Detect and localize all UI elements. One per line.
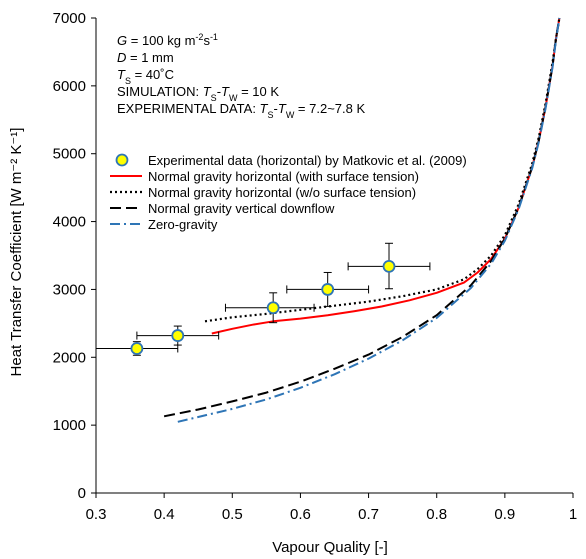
y-tick-label: 5000 [53, 146, 86, 163]
annotation-line: D = 1 mm [117, 50, 174, 65]
annotation-segment: s [203, 33, 210, 48]
x-tick-label: 1 [569, 506, 577, 523]
x-tick-label: 0.7 [358, 506, 379, 523]
x-tick-label: 0.9 [494, 506, 515, 523]
series-line-1 [204, 17, 561, 323]
annotation-segment: W [229, 93, 238, 103]
annotation-segment: T [203, 84, 212, 99]
annotation-segment: T [117, 67, 126, 82]
annotation-segment: = 100 kg m [127, 33, 195, 48]
x-axis: 0.3 0.4 0.5 0.6 0.7 0.8 0.9 1 [86, 492, 577, 523]
experimental-point [130, 342, 144, 355]
annotation-line: EXPERIMENTAL DATA: TS-TW = 7.2~7.8 K [117, 101, 365, 120]
marker-layer [130, 259, 396, 355]
annotation-segment: = 40˚C [131, 67, 174, 82]
annotation-segment: = 10 K [237, 84, 279, 99]
x-tick-label: 0.5 [222, 506, 243, 523]
series-layer [163, 17, 561, 423]
annotation-line: TS = 40˚C [117, 67, 174, 86]
experimental-point [382, 259, 396, 273]
annotation-segment: G [117, 33, 127, 48]
annotation-segment: T [260, 101, 269, 116]
annotation-line: SIMULATION: TS-TW = 10 K [117, 84, 279, 103]
x-tick-label: 0.3 [86, 506, 107, 523]
y-axis-title: Heat Transfer Coefficient [W m⁻² K⁻¹] [8, 128, 25, 377]
annotation-segment: -2 [195, 32, 203, 42]
experimental-point [321, 283, 335, 296]
annotation-segment: - [274, 101, 278, 116]
annotation-segment: T [221, 84, 230, 99]
annotation-segment: S [268, 110, 274, 120]
annotation-segment: = 7.2~7.8 K [294, 101, 365, 116]
x-tick-label: 0.8 [426, 506, 447, 523]
x-tick-label: 0.6 [290, 506, 311, 523]
legend: Experimental data (horizontal) by Matkov… [110, 153, 467, 232]
y-tick-label: 7000 [53, 10, 86, 27]
y-tick-label: 6000 [53, 78, 86, 95]
annotation-segment: D [117, 50, 126, 65]
y-tick-label: 4000 [53, 214, 86, 231]
annotation-segment: S [211, 93, 217, 103]
legend-label-3: Zero-gravity [148, 217, 218, 232]
y-tick-label: 3000 [53, 281, 86, 298]
annotation-segment: EXPERIMENTAL DATA: [117, 101, 260, 116]
annotation-segment: W [286, 110, 295, 120]
legend-label-2: Normal gravity vertical downflow [148, 201, 335, 216]
annotation-segment: T [278, 101, 287, 116]
y-tick-label: 0 [78, 485, 86, 502]
legend-label-1: Normal gravity horizontal (w/o surface t… [148, 185, 416, 200]
legend-label-experimental: Experimental data (horizontal) by Matkov… [148, 153, 467, 168]
y-axis: 0 1000 2000 3000 4000 5000 6000 7000 [53, 10, 97, 502]
y-tick-label: 1000 [53, 417, 86, 434]
y-tick-label: 2000 [53, 349, 86, 366]
experimental-point [171, 329, 185, 342]
legend-marker-experimental [115, 153, 129, 167]
annotation-segment: - [217, 84, 221, 99]
annotation-segment: = 1 mm [126, 50, 173, 65]
annotation-segment: S [125, 76, 131, 86]
annotation-segment: -1 [210, 32, 218, 42]
x-tick-label: 0.4 [154, 506, 175, 523]
annotation-line: G = 100 kg m-2s-1 [117, 32, 218, 48]
annotation-segment: SIMULATION: [117, 84, 203, 99]
series-line-3 [177, 17, 561, 423]
x-axis-title: Vapour Quality [-] [272, 539, 388, 556]
series-line-2 [163, 17, 561, 418]
experimental-point [266, 301, 280, 315]
legend-label-0: Normal gravity horizontal (with surface … [148, 169, 419, 184]
